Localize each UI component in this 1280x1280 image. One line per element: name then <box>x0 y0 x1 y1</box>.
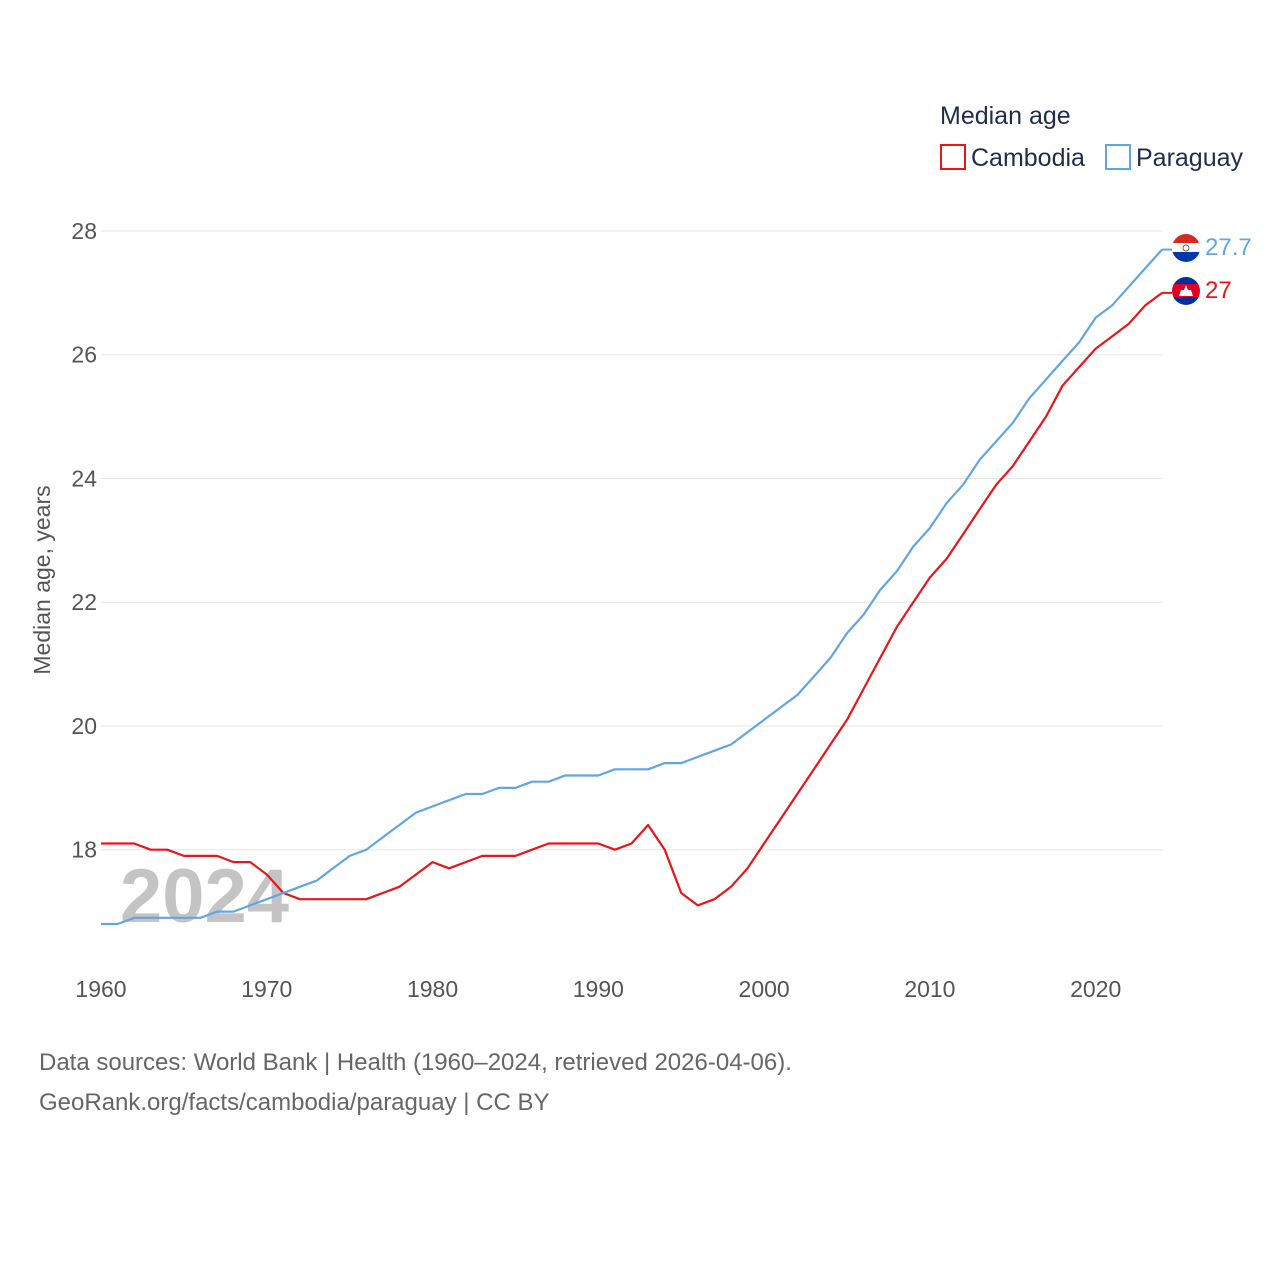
legend-label-paraguay: Paraguay <box>1136 144 1244 172</box>
x-tick-label: 2010 <box>904 976 955 1002</box>
x-tick-label: 2020 <box>1070 976 1121 1002</box>
series-lines <box>101 248 1172 926</box>
paraguay-flag-icon <box>1172 234 1200 262</box>
series-line-cambodia[interactable] <box>101 292 1163 907</box>
legend-label-cambodia: Cambodia <box>971 144 1085 172</box>
y-tick-label: 28 <box>71 218 97 244</box>
x-tick-label: 1990 <box>573 976 624 1002</box>
year-watermark: 2024 <box>120 854 289 939</box>
source-note: Data sources: World Bank | Health (1960–… <box>39 1043 792 1123</box>
x-tick-label: 1960 <box>75 976 126 1002</box>
chart: Median age Cambodia Paraguay Median age,… <box>29 102 1252 1002</box>
legend-title: Median age <box>940 102 1071 130</box>
y-tick-label: 20 <box>71 713 97 739</box>
legend-swatch-paraguay <box>1105 144 1131 170</box>
y-axis-ticks: 18 20 22 24 26 28 <box>71 218 97 863</box>
x-axis-ticks: 1960 1970 1980 1990 2000 2010 2020 <box>75 976 1121 1002</box>
cambodia-end-label: 27 <box>1205 277 1232 304</box>
x-tick-label: 1980 <box>407 976 458 1002</box>
x-tick-label: 1970 <box>241 976 292 1002</box>
legend-item-cambodia[interactable]: Cambodia <box>940 144 1085 172</box>
attribution-link[interactable]: GeoRank.org/facts/cambodia/paraguay | CC… <box>39 1089 550 1116</box>
paraguay-end-label: 27.7 <box>1205 234 1252 261</box>
y-tick-label: 26 <box>71 342 97 368</box>
legend: Median age Cambodia Paraguay <box>940 102 1244 172</box>
source-line: Data sources: World Bank | Health (1960–… <box>39 1049 792 1076</box>
y-axis-title: Median age, years <box>29 485 55 674</box>
grid-lines <box>101 230 1162 851</box>
y-tick-label: 22 <box>71 589 97 615</box>
cambodia-flag-icon <box>1172 277 1200 305</box>
legend-swatch-cambodia <box>940 144 966 170</box>
series-line-paraguay[interactable] <box>101 248 1163 926</box>
y-tick-label: 18 <box>71 837 97 863</box>
legend-item-paraguay[interactable]: Paraguay <box>1105 144 1244 172</box>
x-tick-label: 2000 <box>739 976 790 1002</box>
y-tick-label: 24 <box>71 465 97 491</box>
